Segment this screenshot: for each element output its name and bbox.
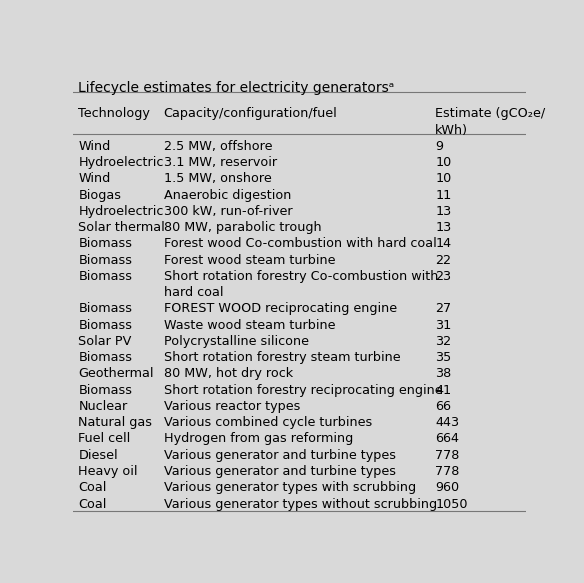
Text: 80 MW, parabolic trough: 80 MW, parabolic trough [164,221,321,234]
Text: Capacity/configuration/fuel: Capacity/configuration/fuel [164,107,338,120]
Text: Heavy oil: Heavy oil [78,465,138,478]
Text: Various generator types with scrubbing: Various generator types with scrubbing [164,481,416,494]
Text: Short rotation forestry reciprocating engine: Short rotation forestry reciprocating en… [164,384,442,397]
Text: 1.5 MW, onshore: 1.5 MW, onshore [164,173,272,185]
Text: Nuclear: Nuclear [78,400,128,413]
Text: 9: 9 [435,140,443,153]
Text: Anaerobic digestion: Anaerobic digestion [164,189,291,202]
Text: Biomass: Biomass [78,319,133,332]
Text: Diesel: Diesel [78,449,118,462]
Text: Fuel cell: Fuel cell [78,433,131,445]
Text: Biomass: Biomass [78,237,133,251]
Text: Coal: Coal [78,481,107,494]
Text: Lifecycle estimates for electricity generatorsᵃ: Lifecycle estimates for electricity gene… [78,80,395,94]
Text: Technology: Technology [78,107,150,120]
Text: Forest wood steam turbine: Forest wood steam turbine [164,254,335,267]
Text: Various generator types without scrubbing: Various generator types without scrubbin… [164,497,437,511]
Text: Solar PV: Solar PV [78,335,132,348]
Text: 13: 13 [435,205,451,218]
Text: Hydroelectric: Hydroelectric [78,156,164,169]
Text: Various reactor types: Various reactor types [164,400,300,413]
Text: 14: 14 [435,237,451,251]
Text: 32: 32 [435,335,451,348]
Text: Biomass: Biomass [78,270,133,283]
Text: 13: 13 [435,221,451,234]
Text: 22: 22 [435,254,451,267]
Text: Estimate (gCO₂e/
kWh): Estimate (gCO₂e/ kWh) [435,107,545,137]
Text: 300 kW, run-of-river: 300 kW, run-of-river [164,205,292,218]
Text: Natural gas: Natural gas [78,416,152,429]
Text: 1050: 1050 [435,497,468,511]
Text: FOREST WOOD reciprocating engine: FOREST WOOD reciprocating engine [164,303,397,315]
Text: Biogas: Biogas [78,189,121,202]
Text: Various combined cycle turbines: Various combined cycle turbines [164,416,372,429]
Text: 10: 10 [435,173,451,185]
Text: Wind: Wind [78,140,111,153]
Text: Hydroelectric: Hydroelectric [78,205,164,218]
Text: Various generator and turbine types: Various generator and turbine types [164,449,395,462]
Text: Coal: Coal [78,497,107,511]
Text: 38: 38 [435,367,451,381]
Text: Biomass: Biomass [78,384,133,397]
Text: 443: 443 [435,416,459,429]
Text: 23: 23 [435,270,451,283]
Text: Wind: Wind [78,173,111,185]
Text: 10: 10 [435,156,451,169]
Text: 2.5 MW, offshore: 2.5 MW, offshore [164,140,272,153]
Text: 66: 66 [435,400,451,413]
Text: 80 MW, hot dry rock: 80 MW, hot dry rock [164,367,293,381]
Text: 3.1 MW, reservoir: 3.1 MW, reservoir [164,156,277,169]
Text: Biomass: Biomass [78,254,133,267]
Text: 11: 11 [435,189,451,202]
Text: 778: 778 [435,465,460,478]
Text: Polycrystalline silicone: Polycrystalline silicone [164,335,308,348]
Text: Solar thermal: Solar thermal [78,221,165,234]
Text: 27: 27 [435,303,451,315]
Text: 31: 31 [435,319,451,332]
Text: Various generator and turbine types: Various generator and turbine types [164,465,395,478]
Text: Geothermal: Geothermal [78,367,154,381]
Text: Biomass: Biomass [78,303,133,315]
Text: Hydrogen from gas reforming: Hydrogen from gas reforming [164,433,353,445]
Text: Biomass: Biomass [78,351,133,364]
Text: 960: 960 [435,481,459,494]
Text: 778: 778 [435,449,460,462]
Text: 664: 664 [435,433,459,445]
Text: 35: 35 [435,351,451,364]
Text: Waste wood steam turbine: Waste wood steam turbine [164,319,335,332]
Text: Short rotation forestry steam turbine: Short rotation forestry steam turbine [164,351,400,364]
Text: Short rotation forestry Co-combustion with
hard coal: Short rotation forestry Co-combustion wi… [164,270,438,300]
Text: Forest wood Co-combustion with hard coal: Forest wood Co-combustion with hard coal [164,237,436,251]
Text: 41: 41 [435,384,451,397]
